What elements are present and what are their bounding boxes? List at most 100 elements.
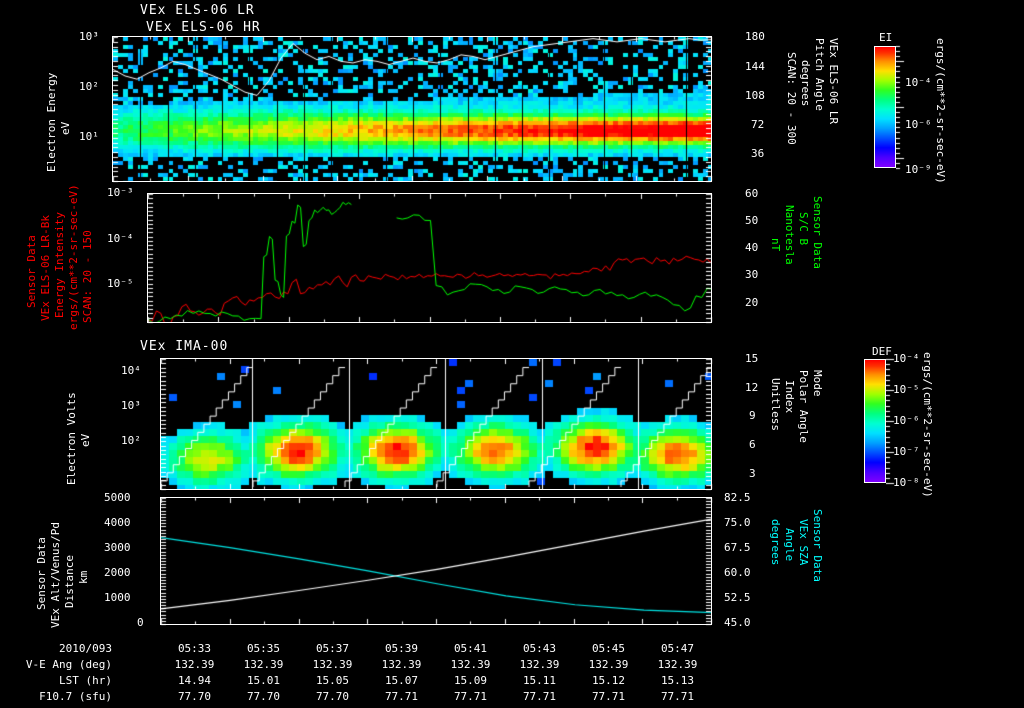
bottom-table-cell-r3-c3: 77.71 <box>384 690 419 703</box>
panel-energy-intensity-y2tick-1: 50 <box>745 214 759 227</box>
panel-altitude-sza-y2tick-1: 75.0 <box>724 516 751 529</box>
bottom-table-cell-r1-c5: 132.39 <box>519 658 560 671</box>
panel-els-lr-ylabel-2: eV <box>59 121 72 135</box>
panel-altitude-sza-ylabel-3: km <box>77 570 90 584</box>
bottom-table-cell-r1-c1: 132.39 <box>243 658 284 671</box>
bottom-table-cell-r1-c6: 132.39 <box>588 658 629 671</box>
panel-energy-intensity-ylabel-4: SCAN: 20 - 150 <box>81 230 94 323</box>
panel-els-lr-y2label-2: degrees <box>799 60 812 107</box>
bottom-table-cell-r3-c0: 77.70 <box>177 690 212 703</box>
panel-energy-intensity-ylabel-2: Energy Intensity <box>53 212 66 318</box>
colorbar-def-ticklabel-4: 10⁻⁸ <box>893 476 920 489</box>
panel-energy-intensity-y2tick-3: 30 <box>745 268 759 281</box>
panel-energy-intensity-y2label-2: Nanotesla <box>783 205 796 265</box>
panel-altitude-sza-ytick-3: 2000 <box>104 566 131 579</box>
panel-altitude-sza-ytick-5: 0 <box>137 616 144 629</box>
panel-energy-intensity-y2tick-2: 40 <box>745 241 759 254</box>
bottom-table-row-label-2: LST (hr) <box>59 674 112 687</box>
panel-altitude-sza-y2label-3: degrees <box>769 519 782 566</box>
colorbar-ei-units: ergs/(cm**2-sr-sec-eV) <box>934 38 947 184</box>
panel-ima-y2tick-1: 12 <box>745 381 759 394</box>
panel-energy-intensity-y2label-3: nT <box>769 238 782 252</box>
panel-altitude-sza-ylabel-0: Sensor Data <box>35 537 48 610</box>
bottom-table-cell-r0-c7: 05:47 <box>660 642 695 655</box>
colorbar-def-ticklabel-1: 10⁻⁵ <box>893 383 920 396</box>
panel-ima-y2label-3: Unitless <box>769 378 782 431</box>
panel-altitude-sza-y2label-0: Sensor Data <box>811 509 824 582</box>
bottom-table-cell-r3-c5: 77.71 <box>522 690 557 703</box>
panel-ima-y2tick-4: 3 <box>749 467 756 480</box>
bottom-table: 2010/093 V-E Ang (deg) LST (hr) F10.7 (sfu)… <box>0 636 1024 708</box>
panel-els-lr-y2label-1: VEx ELS-06 LR <box>827 38 840 125</box>
bottom-table-cell-r0-c5: 05:43 <box>522 642 557 655</box>
panel-energy-intensity-ylabel-0: Sensor Data <box>25 235 38 308</box>
panel-ima-y2label-2: Index <box>783 380 796 414</box>
panel-altitude-sza-y2label-2: Angle <box>783 528 796 562</box>
bottom-table-cell-r0-c6: 05:45 <box>591 642 626 655</box>
panel-ima-ytick-0: 10⁴ <box>121 364 141 377</box>
panel-els-lr-y2tick-1: 144 <box>745 60 765 73</box>
bottom-table-row-label-1: V-E Ang (deg) <box>25 658 112 671</box>
panel-energy-intensity-y2tick-0: 60 <box>745 187 759 200</box>
colorbar-ei-gradient <box>874 46 896 168</box>
bottom-table-cell-r3-c1: 77.70 <box>246 690 281 703</box>
panel-energy-intensity-y2label-0: Sensor Data <box>811 196 824 269</box>
panel-ima-y2label-0: Mode <box>811 370 824 397</box>
colorbar-def-ticklabel-3: 10⁻⁷ <box>893 445 920 458</box>
bottom-table-cell-r1-c0: 132.39 <box>174 658 215 671</box>
bottom-table-cell-r2-c1: 15.01 <box>246 674 281 687</box>
bottom-table-cell-r2-c4: 15.09 <box>453 674 488 687</box>
panel-energy-intensity-ytick-2: 10⁻⁵ <box>107 277 134 290</box>
panel-altitude-sza-y2label-1: VEx SZA <box>797 519 810 566</box>
panel-els-lr-ytick-2: 10¹ <box>79 130 99 143</box>
panel-els-lr-y2tick-4: 36 <box>751 147 765 160</box>
colorbar-ei-ticks <box>896 42 908 172</box>
bottom-table-cell-r3-c6: 77.71 <box>591 690 626 703</box>
panel-altitude-sza-y2tick-3: 60.0 <box>724 566 751 579</box>
bottom-table-cell-r1-c7: 132.39 <box>657 658 698 671</box>
panel-altitude-sza-plot <box>160 497 712 625</box>
colorbar-ei-ticklabel-0: 10⁻⁴ <box>905 76 932 89</box>
panel-ima-y2tick-0: 15 <box>745 352 759 365</box>
panel-els-lr-title-1: VEx ELS-06 LR <box>140 3 255 18</box>
panel-els-lr-plot <box>112 36 712 182</box>
panel-els-lr-y2label-3: SCAN: 20 - 300 <box>785 52 798 145</box>
bottom-table-cell-r0-c3: 05:39 <box>384 642 419 655</box>
bottom-table-cell-r3-c4: 77.71 <box>453 690 488 703</box>
panel-energy-intensity-ytick-0: 10⁻³ <box>107 186 134 199</box>
panel-els-lr-ytick-1: 10² <box>79 80 99 93</box>
panel-els-lr-y2tick-0: 180 <box>745 30 765 43</box>
panel-energy-intensity-ylabel-1: VEx ELS-06 LR-Bk <box>39 215 52 321</box>
bottom-table-cell-r3-c2: 77.70 <box>315 690 350 703</box>
colorbar-def-ticklabel-2: 10⁻⁶ <box>893 414 920 427</box>
panel-ima-plot <box>160 358 712 490</box>
bottom-table-cell-r0-c2: 05:37 <box>315 642 350 655</box>
panel-ima-y2tick-3: 6 <box>749 438 756 451</box>
bottom-table-cell-r1-c4: 132.39 <box>450 658 491 671</box>
panel-els-lr-ytick-0: 10³ <box>79 30 99 43</box>
bottom-table-cell-r2-c7: 15.13 <box>660 674 695 687</box>
panel-altitude-sza-ylabel-1: VEx Alt/Venus/Pd <box>49 522 62 628</box>
panel-ima-ytick-2: 10² <box>121 434 141 447</box>
panel-energy-intensity-ylabel-3: ergs/(cm**2-sr-sec-eV) <box>67 184 80 330</box>
panel-ima-ylabel-0: Electron Volts <box>65 392 78 485</box>
colorbar-def-gradient <box>864 359 886 483</box>
panel-altitude-sza-y2tick-0: 82.5 <box>724 491 751 504</box>
bottom-table-row-label-3: F10.7 (sfu) <box>39 690 112 703</box>
panel-altitude-sza-ytick-2: 3000 <box>104 541 131 554</box>
panel-ima-ytick-1: 10³ <box>121 399 141 412</box>
bottom-table-cell-r0-c1: 05:35 <box>246 642 281 655</box>
colorbar-ei-ticklabel-2: 10⁻⁹ <box>905 163 932 176</box>
panel-ima-y2label-1: Polar Angle <box>797 370 810 443</box>
bottom-table-cell-r3-c7: 77.71 <box>660 690 695 703</box>
bottom-table-cell-r2-c2: 15.05 <box>315 674 350 687</box>
bottom-table-cell-r1-c2: 132.39 <box>312 658 353 671</box>
colorbar-ei-title: EI <box>879 31 893 44</box>
panel-els-lr-title-2: VEx ELS-06 HR <box>146 20 261 35</box>
panel-els-lr-ylabel-1: Electron Energy <box>45 72 58 172</box>
colorbar-def-units: ergs/(cm**2-sr-sec-eV) <box>921 352 934 498</box>
panel-altitude-sza-y2tick-2: 67.5 <box>724 541 751 554</box>
panel-ima-title: VEx IMA-00 <box>140 339 229 354</box>
bottom-table-cell-r2-c3: 15.07 <box>384 674 419 687</box>
